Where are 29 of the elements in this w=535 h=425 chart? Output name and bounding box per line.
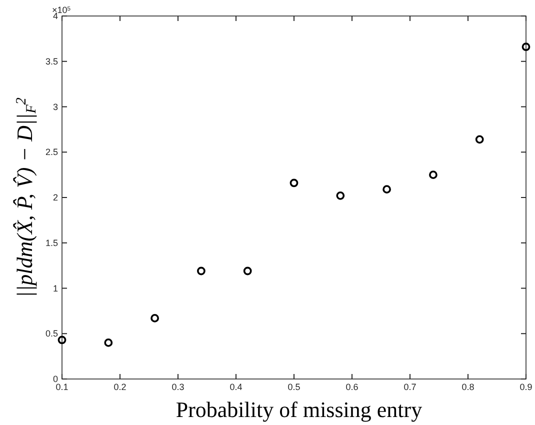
x-tick-label: 0.7 bbox=[404, 382, 416, 392]
y-tick-label: 2.5 bbox=[45, 147, 58, 158]
point bbox=[475, 135, 484, 144]
point bbox=[104, 338, 113, 347]
point bbox=[336, 191, 345, 200]
x-axis-title: Probability of missing entry bbox=[176, 397, 422, 422]
y-tick-label: 2 bbox=[52, 192, 58, 202]
x-tick-label: 0.8 bbox=[462, 382, 474, 392]
y-tick-label: 0 bbox=[52, 374, 58, 384]
point bbox=[243, 266, 252, 276]
x-tick-label: 0.1 bbox=[56, 382, 68, 392]
x-tick-label: 0.3 bbox=[172, 382, 184, 392]
point bbox=[290, 178, 298, 188]
y-tick-label: 0.5 bbox=[45, 328, 58, 339]
point bbox=[150, 314, 159, 322]
x-tick-label: 0.2 bbox=[114, 382, 126, 392]
x-tick-label: 0.9 bbox=[520, 382, 532, 392]
point bbox=[429, 170, 438, 180]
y-tick-label: 1 bbox=[52, 283, 58, 294]
x-tick-label: 0.4 bbox=[230, 382, 242, 392]
y-tick-label: 3 bbox=[52, 102, 58, 112]
y-tick-label: 3.5 bbox=[45, 56, 58, 66]
x-tick-label: 0.6 bbox=[346, 382, 358, 392]
point bbox=[522, 42, 530, 52]
point bbox=[58, 336, 66, 344]
x-tick-label: 0.5 bbox=[288, 382, 300, 392]
point bbox=[197, 266, 206, 276]
y-tick-label: 1.5 bbox=[45, 238, 58, 248]
point bbox=[382, 185, 391, 194]
